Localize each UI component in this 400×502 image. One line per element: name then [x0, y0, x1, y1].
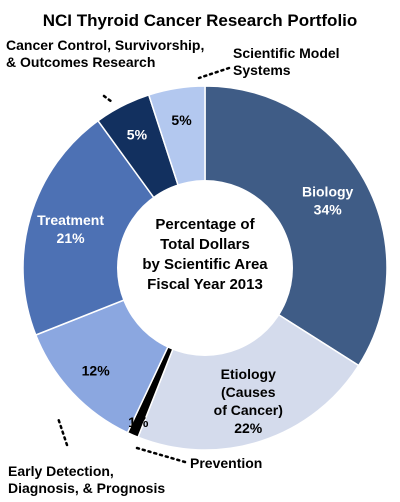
external-label-early-detection: Diagnosis, & Prognosis [8, 480, 165, 496]
slice-name-etiology-causes-of-cancer: (Causes [221, 384, 276, 400]
slice-value-early-detection-diagnosis-prognosis: 12% [82, 363, 111, 379]
leader-line-prevention [135, 446, 187, 464]
center-label-line: Percentage of [155, 216, 255, 233]
slice-labels: Biology 34% Etiology (Causes of Cancer) 22% 1%… [37, 112, 353, 436]
external-label-model-systems: Systems [233, 62, 291, 78]
external-labels: Cancer Control, Survivorship,& Outcomes … [6, 37, 340, 496]
external-label-model-systems: Scientific Model [233, 45, 340, 61]
chart-title: NCI Thyroid Cancer Research Portfolio [43, 11, 358, 30]
center-label-line: Total Dollars [160, 236, 250, 253]
slice-value-prevention: 1% [128, 414, 149, 430]
center-label: Percentage of Total Dollars by Scientific … [142, 216, 268, 293]
external-label-early-detection: Early Detection, [8, 463, 114, 479]
slice-name-etiology-causes-of-cancer: Etiology [221, 366, 276, 382]
slice-name-etiology-causes-of-cancer: of Cancer) [214, 402, 283, 418]
slice-value-treatment: 21% [57, 230, 86, 246]
donut-hole [117, 180, 293, 356]
slice-name-biology: Biology [302, 184, 354, 200]
slice-value-cancer-control-survivorship-outcomes-research: 5% [127, 126, 148, 142]
external-label-cancer-control: Cancer Control, Survivorship, [6, 37, 204, 53]
slice-name-treatment: Treatment [37, 212, 104, 228]
leader-line-model-systems [197, 66, 231, 80]
leader-lines [56, 66, 231, 464]
external-label-prevention: Prevention [190, 455, 262, 471]
center-label-line: by Scientific Area [142, 256, 268, 273]
leader-line-cancer-control [102, 94, 114, 104]
slice-value-biology: 34% [314, 202, 343, 218]
leader-line-early-detection [56, 416, 69, 447]
external-label-cancer-control: & Outcomes Research [6, 54, 155, 70]
slice-value-scientific-model-systems: 5% [171, 112, 192, 128]
slice-value-etiology-causes-of-cancer: 22% [234, 420, 263, 436]
center-label-line: Fiscal Year 2013 [147, 276, 263, 293]
